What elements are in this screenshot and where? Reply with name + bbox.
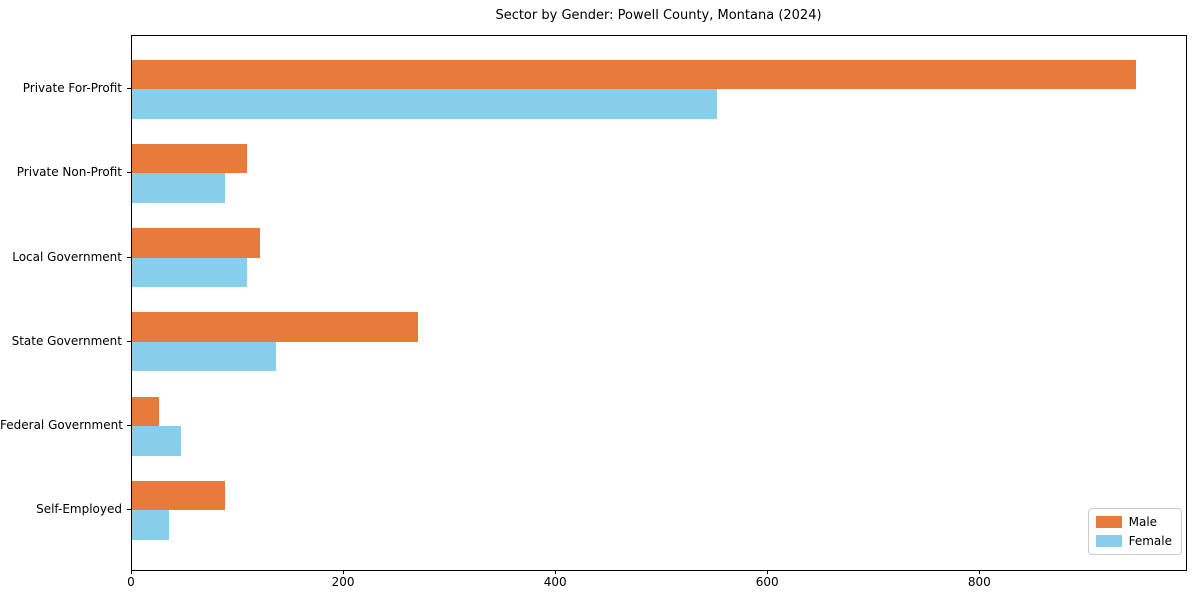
y-tick-label: Private Non-Profit: [16, 165, 122, 180]
bar-male-0: [132, 59, 1137, 90]
bar-female-5: [132, 510, 170, 540]
x-tick-label: 200: [331, 575, 355, 589]
bar-male-1: [132, 143, 247, 174]
bar-female-2: [132, 257, 247, 288]
bar-female-0: [132, 89, 718, 119]
x-tick-label: 600: [755, 575, 779, 589]
bar-female-1: [132, 173, 226, 203]
y-tick-mark: [127, 88, 131, 90]
legend-label: Male: [1128, 515, 1158, 529]
bar-male-3: [132, 312, 419, 342]
x-tick-mark: [131, 570, 132, 574]
x-tick-mark: [555, 570, 557, 574]
legend-entry-female: Female: [1095, 534, 1172, 548]
bar-female-3: [132, 341, 277, 372]
x-tick-label: 800: [967, 575, 991, 589]
plot-area: Male Female: [131, 35, 1187, 571]
bar-male-5: [132, 480, 226, 511]
bar-male-4: [132, 396, 159, 426]
y-tick-label: Self-Employed: [36, 502, 122, 517]
y-tick-label: Private For-Profit: [22, 81, 122, 96]
legend-label: Female: [1128, 534, 1172, 548]
legend-swatch-female: [1095, 535, 1122, 547]
chart-title: Sector by Gender: Powell County, Montana…: [495, 8, 822, 23]
y-tick-label: Local Government: [12, 249, 122, 264]
x-tick-mark: [343, 570, 345, 574]
bar-female-4: [132, 426, 181, 456]
legend-entry-male: Male: [1095, 515, 1172, 529]
y-tick-mark: [127, 256, 131, 258]
y-tick-mark: [127, 172, 131, 174]
y-tick-label: State Government: [11, 333, 122, 348]
x-tick-mark: [767, 570, 769, 574]
y-tick-label: Federal Government: [0, 418, 123, 432]
x-tick-label: 0: [127, 575, 135, 589]
x-tick-mark: [979, 570, 981, 574]
y-tick-mark: [127, 425, 131, 426]
legend-swatch-male: [1095, 516, 1122, 528]
bar-male-2: [132, 228, 261, 258]
y-tick-mark: [127, 340, 131, 342]
legend: Male Female: [1087, 508, 1182, 555]
y-tick-mark: [127, 509, 131, 511]
x-tick-label: 400: [543, 575, 567, 589]
